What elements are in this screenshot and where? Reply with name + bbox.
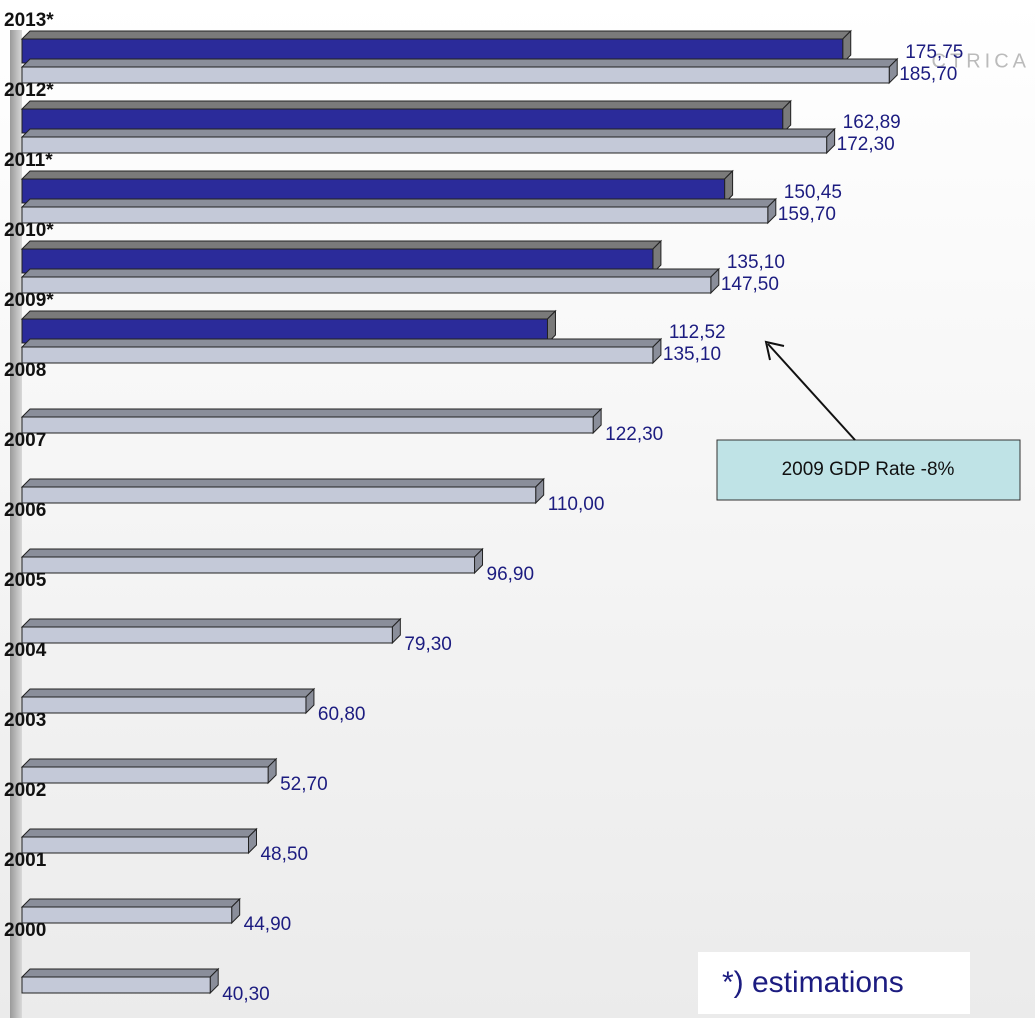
bar-top	[20, 688, 316, 698]
value-label: 48,50	[260, 844, 308, 865]
bar	[21, 276, 712, 294]
bar-top	[20, 618, 402, 628]
category-label: 2006	[4, 500, 46, 521]
bar	[21, 66, 890, 84]
category-label: 2005	[4, 570, 47, 591]
value-label: 162,89	[843, 112, 901, 133]
bar	[21, 486, 537, 504]
bar	[21, 696, 307, 714]
category-label: 2011*	[4, 150, 53, 171]
bar-top	[20, 548, 484, 558]
bar-top	[20, 408, 603, 418]
value-label: 112,52	[669, 322, 726, 343]
bar-top	[20, 968, 220, 978]
value-label: 122,30	[605, 424, 663, 445]
value-label: 185,70	[899, 64, 957, 85]
axis-wall	[10, 30, 22, 1018]
value-label: 40,30	[222, 984, 270, 1005]
category-label: 2008	[4, 360, 46, 381]
bar	[21, 626, 393, 644]
arrow-head	[764, 340, 785, 361]
bar	[21, 346, 654, 364]
bar-top	[20, 100, 792, 110]
bar	[21, 836, 249, 854]
bar-top	[20, 898, 241, 908]
value-label: 44,90	[244, 914, 292, 935]
value-label: 52,70	[280, 774, 328, 795]
value-label: 150,45	[784, 182, 842, 203]
value-label: 172,30	[837, 134, 895, 155]
category-label: 2001	[4, 850, 47, 871]
value-label: 135,10	[727, 252, 785, 273]
value-label: 147,50	[721, 274, 779, 295]
bar-top	[20, 240, 663, 250]
bar	[21, 136, 828, 154]
watermark: CTRICA	[932, 50, 1030, 72]
bar	[21, 206, 769, 224]
value-label: 175,75	[905, 42, 963, 63]
value-label: 135,10	[663, 344, 721, 365]
bar-top	[20, 828, 258, 838]
category-label: 2003	[4, 710, 46, 731]
category-label: 2007	[4, 430, 46, 451]
bar	[21, 556, 476, 574]
bar-top	[20, 170, 734, 180]
bar-top	[20, 30, 852, 40]
bar-top	[20, 128, 836, 138]
value-label: 60,80	[318, 704, 366, 725]
category-label: 2013*	[4, 10, 54, 31]
bar-top	[20, 338, 663, 348]
bar	[21, 906, 233, 924]
value-label: 96,90	[487, 564, 535, 585]
category-label: 2000	[4, 920, 46, 941]
bar	[21, 416, 594, 434]
bar	[21, 766, 269, 784]
bar	[21, 976, 211, 994]
note-box	[698, 952, 970, 1014]
bar-top	[20, 198, 778, 208]
annotation: 2009 GDP Rate -8%	[782, 459, 955, 480]
annotation-arrow	[767, 343, 856, 441]
value-label: 159,70	[778, 204, 836, 225]
note: *) estimations	[722, 966, 904, 999]
category-label: 2012*	[4, 80, 54, 101]
category-label: 2009*	[4, 290, 54, 311]
category-label: 2010*	[4, 220, 54, 241]
bar-top	[20, 478, 545, 488]
bar-top	[20, 268, 721, 278]
bar-top	[20, 310, 557, 320]
category-label: 2004	[4, 640, 47, 661]
value-label: 79,30	[404, 634, 452, 655]
value-label: 110,00	[548, 494, 605, 515]
bar-top	[20, 58, 899, 68]
bar-top	[20, 758, 278, 768]
annotation-box	[716, 439, 1021, 501]
category-label: 2002	[4, 780, 46, 801]
